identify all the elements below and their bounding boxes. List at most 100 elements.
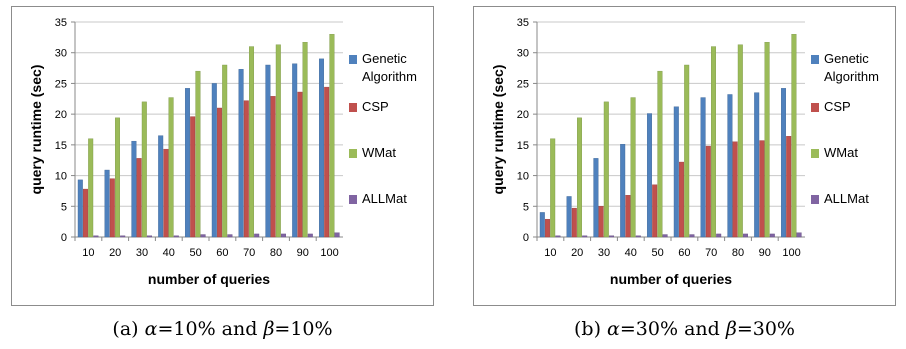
chart-a-x-tick-label: 30 [136, 247, 148, 259]
chart-b-bar-genetic-algorithm [727, 94, 733, 238]
chart-a-legend-swatch [349, 149, 357, 158]
chart-b-bar-csp [732, 141, 738, 238]
chart-b-bar-csp [625, 195, 631, 238]
caption-a-alpha-symbol: α [144, 318, 158, 340]
chart-b-bar-allmat [743, 233, 749, 238]
chart-b-y-tick-label: 5 [523, 201, 529, 213]
chart-b-legend-swatch [811, 195, 819, 204]
chart-b-bar-wmat [764, 42, 770, 238]
chart-b-y-tick-label: 0 [523, 232, 529, 244]
chart-a-bar-wmat [222, 64, 228, 238]
chart-a-bar-genetic-algorithm [319, 58, 325, 238]
chart-a-bar-csp [163, 148, 169, 238]
chart-a-bar-allmat [93, 235, 99, 238]
chart-a-bar-csp [297, 91, 303, 238]
chart-a-bar-csp [82, 188, 88, 238]
chart-a-bar-genetic-algorithm [238, 69, 244, 238]
chart-a-bar-wmat [329, 34, 335, 238]
chart-a-bar-wmat [302, 42, 308, 238]
chart-b-bar-allmat [555, 235, 561, 238]
chart-b-bar-allmat [582, 235, 588, 238]
chart-b-x-tick-label: 100 [782, 247, 800, 259]
chart-a-x-tick-label: 10 [82, 247, 94, 259]
chart-b-bar-genetic-algorithm [646, 113, 652, 238]
chart-b-bar-wmat [576, 117, 582, 238]
chart-a-bar-wmat [248, 46, 254, 238]
chart-a-bar-allmat [120, 235, 126, 238]
chart-b-bar-genetic-algorithm [700, 97, 706, 238]
chart-a-bar-wmat [275, 44, 281, 238]
chart-b-y-tick-label: 30 [517, 48, 529, 60]
chart-a-bar-wmat [114, 117, 120, 238]
chart-b-bar-csp [705, 145, 711, 238]
chart-b-bar-csp [571, 207, 577, 238]
chart-b-bar-allmat [662, 234, 668, 238]
chart-panel-b: 0 5 10 15 20 25 30 35 10 20 30 40 50 60 70 80 90 100 numbe… [473, 6, 896, 306]
chart-b-bar-allmat [608, 235, 614, 238]
chart-b-bar-wmat [710, 46, 716, 238]
chart-a-y-tick-label: 25 [55, 78, 67, 90]
chart-a-bar-wmat [88, 138, 94, 238]
chart-a-y-tick-label: 10 [55, 171, 67, 183]
caption-b-alpha-symbol: α [607, 318, 620, 340]
chart-a-legend-label: WMat [362, 145, 396, 160]
chart-b-bar-csp [678, 161, 684, 238]
caption-a: (a) α=10% and β=10% [11, 318, 434, 340]
chart-a-legend-label: CSP [362, 99, 389, 114]
chart-b-x-tick-label: 90 [759, 247, 771, 259]
chart-b-bar-csp [598, 206, 604, 238]
caption-a-beta-symbol: β [263, 318, 275, 340]
chart-b-x-tick-label: 70 [705, 247, 717, 259]
chart-b-legend-swatch [811, 55, 819, 64]
chart-b-bar-allmat [716, 233, 722, 238]
chart-a-legend-label: ALLMat [362, 191, 407, 206]
chart-a-x-tick-label: 50 [189, 247, 201, 259]
chart-b-bar-allmat [689, 234, 695, 238]
chart-a-bar-genetic-algorithm [211, 83, 217, 238]
chart-b-legend-label: Algorithm [824, 69, 879, 84]
chart-a-bar-csp [324, 86, 330, 238]
caption-a-alpha-value: =10% and [157, 318, 264, 340]
chart-a-bar-csp [190, 116, 196, 238]
chart-a-bar-allmat [281, 233, 287, 238]
chart-b-bar-csp [759, 140, 765, 238]
chart-b-x-tick-label: 10 [544, 247, 556, 259]
chart-a-y-tick-label: 30 [55, 48, 67, 60]
chart-a-x-tick-label: 100 [320, 247, 338, 259]
chart-b-x-tick-label: 30 [598, 247, 610, 259]
chart-a-x-tick-label: 80 [270, 247, 282, 259]
caption-b: (b) α=30% and β=30% [473, 318, 896, 340]
chart-b-bar-wmat [657, 70, 663, 238]
chart-a-legend-swatch [349, 103, 357, 112]
chart-a-bar-allmat [227, 234, 233, 238]
chart-b-y-tick-label: 15 [517, 140, 529, 152]
caption-b-beta-symbol: β [725, 318, 737, 340]
caption-b-prefix: (b) [574, 318, 608, 340]
chart-b-bar-wmat [791, 34, 797, 238]
chart-b-bar-genetic-algorithm [754, 92, 760, 238]
chart-b-legend-swatch [811, 103, 819, 112]
chart-b-bar-genetic-algorithm [673, 106, 679, 238]
chart-a-bar-allmat [146, 235, 152, 238]
chart-a-bar-wmat [141, 101, 147, 238]
chart-a-bar-genetic-algorithm [292, 63, 298, 238]
chart-a-bar-genetic-algorithm [131, 140, 137, 238]
chart-a-bar-genetic-algorithm [265, 64, 271, 238]
chart-b-legend-swatch [811, 149, 819, 158]
chart-b-x-axis-label: number of queries [610, 271, 732, 287]
chart-b-bar-genetic-algorithm [566, 196, 572, 238]
chart-b-y-axis-label: query runtime (sec) [490, 65, 506, 195]
chart-a-x-tick-label: 90 [297, 247, 309, 259]
chart-b-bar-allmat [635, 235, 641, 238]
chart-b-x-tick-label: 40 [625, 247, 637, 259]
chart-a-bar-allmat [307, 233, 313, 238]
chart-b-bar-wmat [603, 101, 609, 238]
chart-a-y-tick-label: 5 [61, 201, 67, 213]
chart-a-bar-genetic-algorithm [184, 88, 190, 238]
chart-b-bar-wmat [684, 64, 690, 238]
chart-b-bar-genetic-algorithm [620, 144, 626, 238]
caption-a-beta-value: =10% [274, 318, 333, 340]
bar-chart-a: 0 5 10 15 20 25 30 35 10 20 30 40 50 60 70 80 90 100 numbe… [28, 17, 417, 287]
caption-b-beta-value: =30% [736, 318, 795, 340]
caption-b-alpha-value: =30% and [619, 318, 726, 340]
